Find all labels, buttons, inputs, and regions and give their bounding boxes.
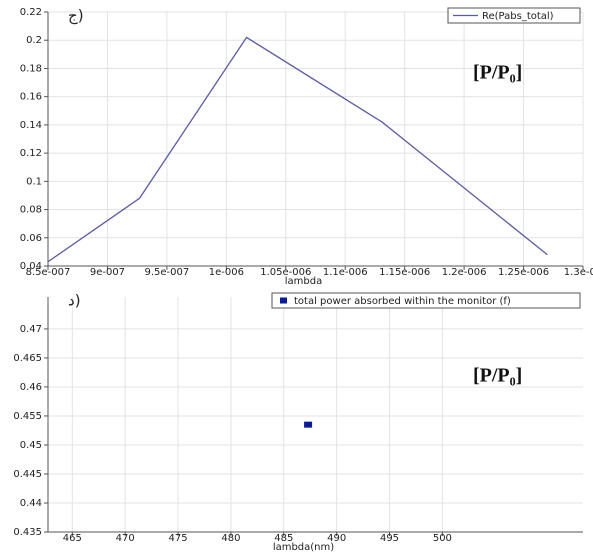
x-tick-label: 1.25e-006 [498,267,549,278]
x-tick-label: 475 [169,533,188,544]
y-tick-label: 0.45 [20,440,42,451]
x-tick-label: 9e-007 [90,267,125,278]
y-tick-label: 0.445 [13,469,42,480]
y-tick-label: 0.22 [20,7,42,18]
y-tick-label: 0.04 [20,261,42,272]
y-tick-label: 0.1 [26,176,42,187]
y-tick-label: 0.08 [20,205,42,216]
y-tick-label: 0.12 [20,148,42,159]
x-axis-label: lambda [285,276,322,287]
x-tick-label: 465 [63,533,82,544]
legend-box [447,7,581,24]
annotation: [P/P₀] [473,365,522,387]
x-tick-label: 1.05e-006 [260,267,311,278]
y-tick-label: 0.435 [13,527,42,538]
y-tick-label: 0.44 [20,498,42,509]
y-tick-label: 0.14 [20,120,42,131]
legend-swatch [280,297,287,304]
x-tick-label: 500 [433,533,452,544]
legend-label: total power absorbed within the monitor … [294,296,511,307]
x-tick-label: 470 [116,533,135,544]
data-point [304,421,313,428]
y-tick-label: 0.06 [20,233,42,244]
data-line [47,36,548,263]
y-tick-label: 0.18 [20,63,42,74]
x-tick-label: 490 [327,533,346,544]
x-tick-label: 8.5e-007 [26,267,71,278]
panel-label: د) [68,292,81,310]
y-tick-label: 0.47 [20,324,42,335]
y-tick-label: 0.2 [26,35,42,46]
legend-label: Re(Pabs_total) [482,11,554,22]
x-tick-label: 1.2e-006 [442,267,487,278]
x-tick-label: 1.3e-00 [564,267,593,278]
x-tick-label: 485 [274,533,293,544]
y-tick-label: 0.46 [20,382,42,393]
y-tick-label: 0.465 [13,353,42,364]
x-tick-label: 495 [380,533,399,544]
annotation: [P/P₀] [473,62,522,84]
y-tick-label: 0.455 [13,411,42,422]
panel-label: ج) [68,7,84,26]
x-tick-label: 1e-006 [209,267,244,278]
x-tick-label: 480 [221,533,240,544]
y-tick-label: 0.16 [20,92,42,103]
legend-box [271,292,581,309]
x-tick-label: 1.15e-006 [379,267,430,278]
x-tick-label: 1.1e-006 [323,267,368,278]
x-tick-label: 9.5e-007 [145,267,190,278]
x-axis-label: lambda(nm) [273,542,334,553]
